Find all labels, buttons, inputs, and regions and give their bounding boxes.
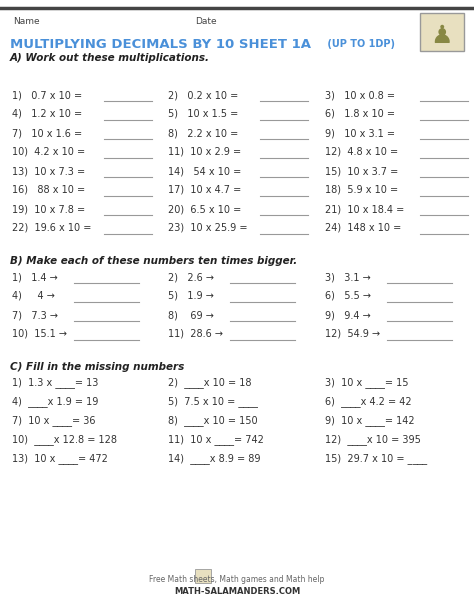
Text: B) Make each of these numbers ten times bigger.: B) Make each of these numbers ten times … [10,256,297,266]
Text: 14)  ____x 8.9 = 89: 14) ____x 8.9 = 89 [168,454,261,465]
Text: 8)  ____x 10 = 150: 8) ____x 10 = 150 [168,416,258,427]
Text: (UP TO 1DP): (UP TO 1DP) [324,39,395,49]
Text: MULTIPLYING DECIMALS BY 10 SHEET 1A: MULTIPLYING DECIMALS BY 10 SHEET 1A [10,37,311,50]
Text: 13)  10 x 7.3 =: 13) 10 x 7.3 = [12,166,85,176]
Text: 10)  4.2 x 10 =: 10) 4.2 x 10 = [12,147,85,157]
Text: 18)  5.9 x 10 =: 18) 5.9 x 10 = [325,185,398,195]
Text: 14)   54 x 10 =: 14) 54 x 10 = [168,166,241,176]
Text: 3)   3.1 →: 3) 3.1 → [325,272,371,282]
Bar [420,13,464,51]
Text: 12)  4.8 x 10 =: 12) 4.8 x 10 = [325,147,398,157]
Text: 2)  ____x 10 = 18: 2) ____x 10 = 18 [168,378,252,389]
Text: 9)  10 x ____= 142: 9) 10 x ____= 142 [325,416,415,427]
Text: 15)  29.7 x 10 = ____: 15) 29.7 x 10 = ____ [325,454,427,465]
Text: 4)  ____x 1.9 = 19: 4) ____x 1.9 = 19 [12,397,99,408]
Text: 13)  10 x ____= 472: 13) 10 x ____= 472 [12,454,108,465]
Text: 7)  10 x ____= 36: 7) 10 x ____= 36 [12,416,95,427]
Text: 23)  10 x 25.9 =: 23) 10 x 25.9 = [168,223,247,233]
Text: 8)    69 →: 8) 69 → [168,310,214,320]
Text: 11)  10 x ____= 742: 11) 10 x ____= 742 [168,435,264,446]
Text: 2)   2.6 →: 2) 2.6 → [168,272,214,282]
Text: Free Math sheets, Math games and Math help: Free Math sheets, Math games and Math he… [149,576,325,585]
Text: 17)  10 x 4.7 =: 17) 10 x 4.7 = [168,185,241,195]
Text: 5)   1.9 →: 5) 1.9 → [168,291,214,301]
Text: C) Fill in the missing numbers: C) Fill in the missing numbers [10,362,184,372]
Text: 8)   2.2 x 10 =: 8) 2.2 x 10 = [168,128,238,138]
Text: 1)   1.4 →: 1) 1.4 → [12,272,58,282]
Text: 10)  15.1 →: 10) 15.1 → [12,329,67,339]
Text: 11)  10 x 2.9 =: 11) 10 x 2.9 = [168,147,241,157]
Text: 1)   0.7 x 10 =: 1) 0.7 x 10 = [12,90,82,100]
Text: ♟: ♟ [430,24,452,48]
Text: Date: Date [195,18,217,26]
Text: 24)  148 x 10 =: 24) 148 x 10 = [325,223,401,233]
Text: MATH-SALAMANDERS.COM: MATH-SALAMANDERS.COM [174,587,300,595]
Text: Name: Name [13,18,40,26]
Text: 4)   1.2 x 10 =: 4) 1.2 x 10 = [12,109,82,119]
Text: 3)  10 x ____= 15: 3) 10 x ____= 15 [325,378,409,389]
Text: 3)   10 x 0.8 =: 3) 10 x 0.8 = [325,90,395,100]
Text: 4)     4 →: 4) 4 → [12,291,55,301]
Text: 21)  10 x 18.4 =: 21) 10 x 18.4 = [325,204,404,214]
Text: 7)   7.3 →: 7) 7.3 → [12,310,58,320]
Text: 15)  10 x 3.7 =: 15) 10 x 3.7 = [325,166,398,176]
Text: 11)  28.6 →: 11) 28.6 → [168,329,223,339]
Text: 1)  1.3 x ____= 13: 1) 1.3 x ____= 13 [12,378,99,389]
Text: 6)  ____x 4.2 = 42: 6) ____x 4.2 = 42 [325,397,411,408]
Bar [195,569,211,583]
Text: A) Work out these multiplications.: A) Work out these multiplications. [10,53,210,63]
Text: 5)  7.5 x 10 = ____: 5) 7.5 x 10 = ____ [168,397,258,408]
Text: 7)   10 x 1.6 =: 7) 10 x 1.6 = [12,128,82,138]
Text: 9)   10 x 3.1 =: 9) 10 x 3.1 = [325,128,395,138]
Text: 16)   88 x 10 =: 16) 88 x 10 = [12,185,85,195]
Text: 19)  10 x 7.8 =: 19) 10 x 7.8 = [12,204,85,214]
Text: 12)  ____x 10 = 395: 12) ____x 10 = 395 [325,435,421,446]
Text: 5)   10 x 1.5 =: 5) 10 x 1.5 = [168,109,238,119]
Text: 9)   9.4 →: 9) 9.4 → [325,310,371,320]
Text: 10)  ____x 12.8 = 128: 10) ____x 12.8 = 128 [12,435,117,446]
Text: 22)  19.6 x 10 =: 22) 19.6 x 10 = [12,223,91,233]
Text: 6)   1.8 x 10 =: 6) 1.8 x 10 = [325,109,395,119]
Text: 2)   0.2 x 10 =: 2) 0.2 x 10 = [168,90,238,100]
Text: 12)  54.9 →: 12) 54.9 → [325,329,380,339]
Text: 6)   5.5 →: 6) 5.5 → [325,291,371,301]
Text: 20)  6.5 x 10 =: 20) 6.5 x 10 = [168,204,241,214]
